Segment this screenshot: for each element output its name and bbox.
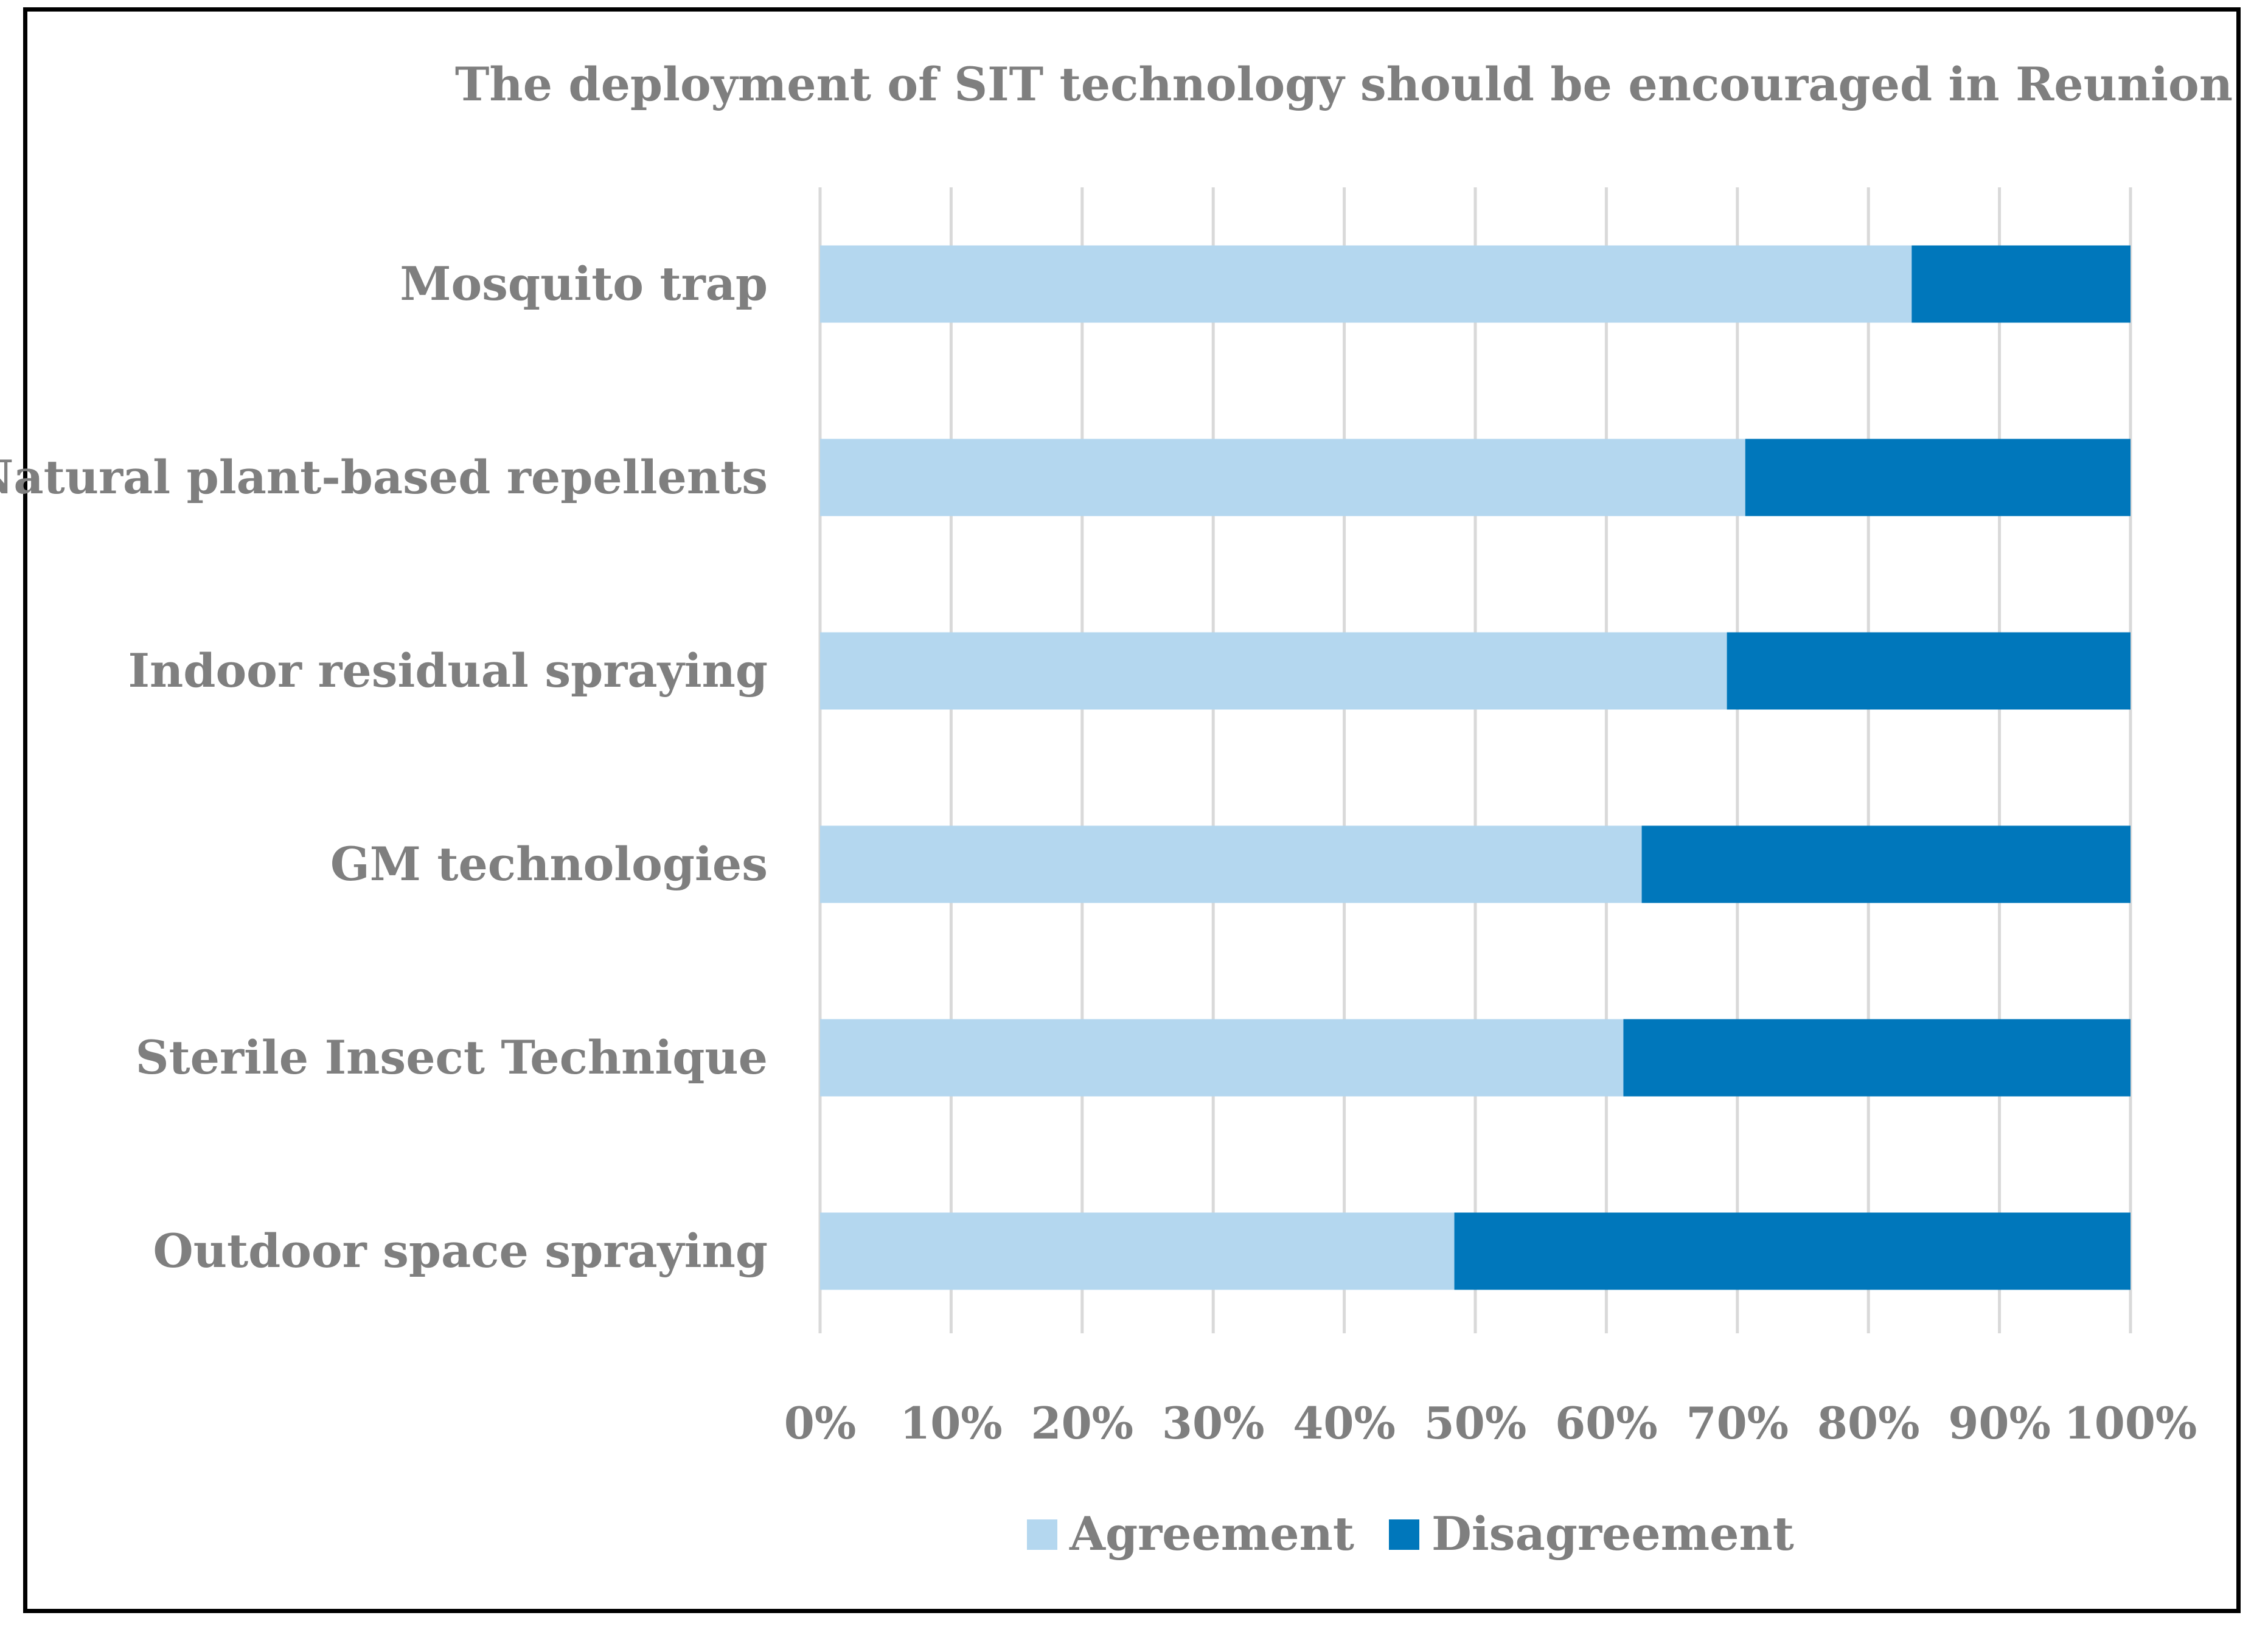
x-tick-label: 40%	[1293, 1397, 1396, 1449]
category-label: GM technologies	[330, 837, 768, 891]
x-tick-label: 0%	[784, 1397, 857, 1449]
x-tick-label: 60%	[1555, 1397, 1658, 1449]
category-label: Natural plant-based repellents	[0, 450, 768, 504]
bars	[820, 245, 2131, 1290]
x-axis-ticks: 0% 10% 20% 30% 40% 50% 60% 70% 80% 90% 100%	[784, 1397, 2197, 1449]
bar-agreement-1	[820, 439, 1745, 516]
category-label: Mosquito trap	[400, 257, 768, 311]
bar-agreement-0	[820, 245, 1912, 323]
bar-disagreement-5	[1454, 1212, 2131, 1290]
gridlines	[818, 187, 2132, 1333]
bar-agreement-2	[820, 632, 1727, 710]
x-tick-label: 100%	[2064, 1397, 2197, 1449]
category-label: Sterile Insect Technique	[136, 1030, 768, 1085]
bar-disagreement-3	[1641, 825, 2131, 903]
category-label: Indoor residual spraying	[128, 644, 768, 698]
x-tick-label: 70%	[1686, 1397, 1789, 1449]
x-tick-label: 30%	[1162, 1397, 1265, 1449]
bar-agreement-3	[820, 825, 1642, 903]
bar-disagreement-0	[1911, 245, 2131, 323]
legend: Agreement Disagreement	[1027, 1507, 1794, 1561]
category-label: Outdoor space spraying	[153, 1224, 768, 1278]
category-labels: Mosquito trap Natural plant-based repelle…	[0, 257, 768, 1278]
bar-agreement-4	[820, 1019, 1624, 1097]
bar-disagreement-4	[1623, 1019, 2131, 1097]
x-tick-label: 50%	[1424, 1397, 1527, 1449]
bar-agreement-5	[820, 1212, 1455, 1290]
x-tick-label: 80%	[1817, 1397, 1920, 1449]
x-tick-label: 10%	[900, 1397, 1003, 1449]
legend-label-agreement: Agreement	[1069, 1507, 1354, 1561]
chart-title: The deployment of SIT technology should …	[455, 57, 2233, 111]
bar-disagreement-2	[1727, 632, 2131, 710]
x-tick-label: 20%	[1031, 1397, 1133, 1449]
bar-disagreement-1	[1745, 439, 2131, 516]
legend-label-disagreement: Disagreement	[1431, 1507, 1794, 1561]
legend-swatch-disagreement	[1389, 1519, 1419, 1550]
legend-swatch-agreement	[1027, 1519, 1057, 1550]
x-tick-label: 90%	[1948, 1397, 2051, 1449]
